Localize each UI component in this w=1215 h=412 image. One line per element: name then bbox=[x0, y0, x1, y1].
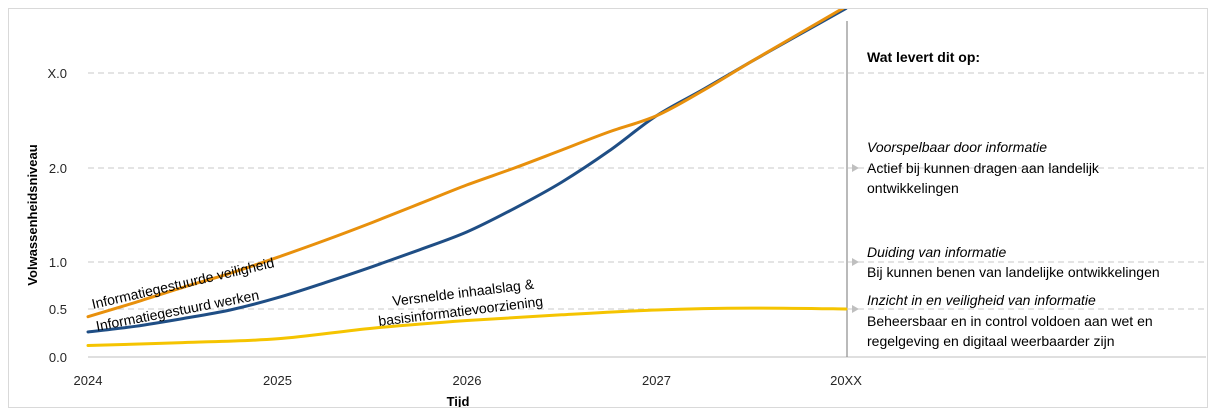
y-tick-label: 1.0 bbox=[49, 255, 67, 270]
figure-frame: 0.0 0.5 1.0 2.0 X.0 2024 2025 2026 2027 20XX Inf… bbox=[8, 5, 1208, 409]
y-tick-label: 2.0 bbox=[49, 161, 67, 176]
level-1-heading: Inzicht in en veiligheid van informatie bbox=[867, 292, 1096, 308]
x-tick-labels: 2024 2025 2026 2027 20XX bbox=[74, 373, 863, 388]
x-tick-label: 20XX bbox=[830, 373, 862, 388]
x-tick-label: 2026 bbox=[453, 373, 482, 388]
y-tick-label: X.0 bbox=[47, 66, 67, 81]
level-3-heading: Voorspelbaar door informatie bbox=[867, 139, 1047, 155]
level-arrow-3 bbox=[852, 305, 859, 313]
level-arrow-1 bbox=[852, 164, 859, 172]
series-labels: Informatiegestuurde veiligheidInformatie… bbox=[90, 254, 544, 334]
y-tick-labels: 0.0 0.5 1.0 2.0 X.0 bbox=[47, 66, 67, 365]
level-1-text-line-2: regelgeving en digitaal weerbaarder zijn bbox=[867, 333, 1115, 349]
level-1-text-line-1: Beheersbaar en in control voldoen aan we… bbox=[867, 313, 1153, 329]
level-2-heading: Duiding van informatie bbox=[867, 244, 1007, 260]
x-tick-label: 2027 bbox=[642, 373, 671, 388]
maturity-chart: 0.0 0.5 1.0 2.0 X.0 2024 2025 2026 2027 20XX Inf… bbox=[25, 5, 1206, 409]
x-tick-label: 2025 bbox=[263, 373, 292, 388]
y-axis-title: Volwassenheidsniveau bbox=[25, 144, 40, 285]
panel-title: Wat levert dit op: bbox=[867, 49, 980, 65]
series-lines bbox=[86, 5, 848, 347]
series-line-1 bbox=[86, 5, 848, 319]
level-3-text-line-2: ontwikkelingen bbox=[867, 180, 959, 196]
grid-lines bbox=[88, 72, 1206, 310]
level-3-text-line-1: Actief bij kunnen dragen aan landelijk bbox=[867, 160, 1100, 176]
series-line-3 bbox=[86, 306, 848, 347]
y-tick-label: 0.0 bbox=[49, 350, 67, 365]
level-arrows bbox=[852, 164, 859, 313]
level-2-text-line-1: Bij kunnen benen van landelijke ontwikke… bbox=[867, 264, 1160, 280]
level-arrow-2 bbox=[852, 258, 859, 266]
x-axis-title: Tijd bbox=[447, 394, 470, 407]
x-tick-label: 2024 bbox=[74, 373, 103, 388]
y-tick-label: 0.5 bbox=[49, 302, 67, 317]
